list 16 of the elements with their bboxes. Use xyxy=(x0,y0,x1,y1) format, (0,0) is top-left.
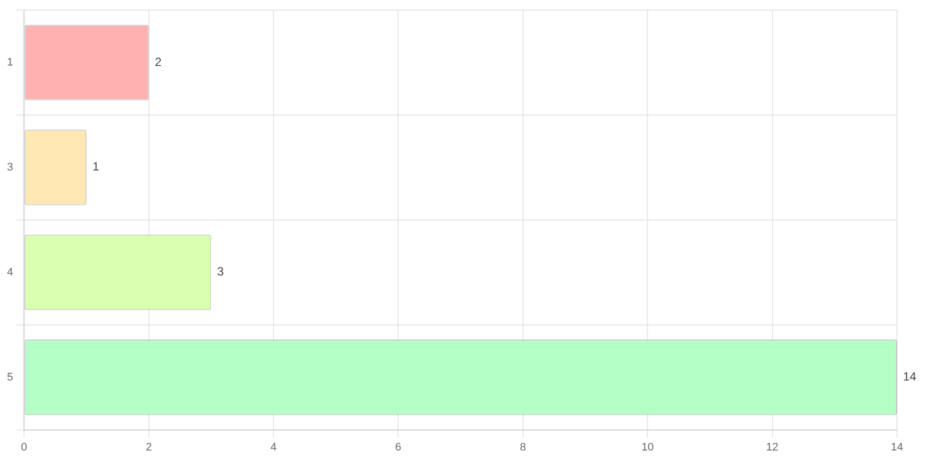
data-label: 14 xyxy=(903,370,917,384)
y-tick-label: 3 xyxy=(6,161,14,174)
x-tick-label: 14 xyxy=(890,441,904,454)
x-tick-label: 0 xyxy=(21,441,28,454)
data-label: 1 xyxy=(92,160,100,174)
x-tick-label: 8 xyxy=(520,441,526,454)
x-tick-label: 4 xyxy=(270,441,277,454)
y-tick-label: 5 xyxy=(6,371,14,384)
data-label: 2 xyxy=(154,54,162,69)
x-tick-label: 6 xyxy=(395,441,402,454)
x-tick-label: 2 xyxy=(146,441,152,454)
x-tick-label: 10 xyxy=(641,441,654,454)
data-label: 3 xyxy=(217,264,224,279)
y-tick-label: 1 xyxy=(6,56,14,69)
y-tick-label: 4 xyxy=(6,266,14,278)
x-tick-label: 12 xyxy=(766,441,778,454)
